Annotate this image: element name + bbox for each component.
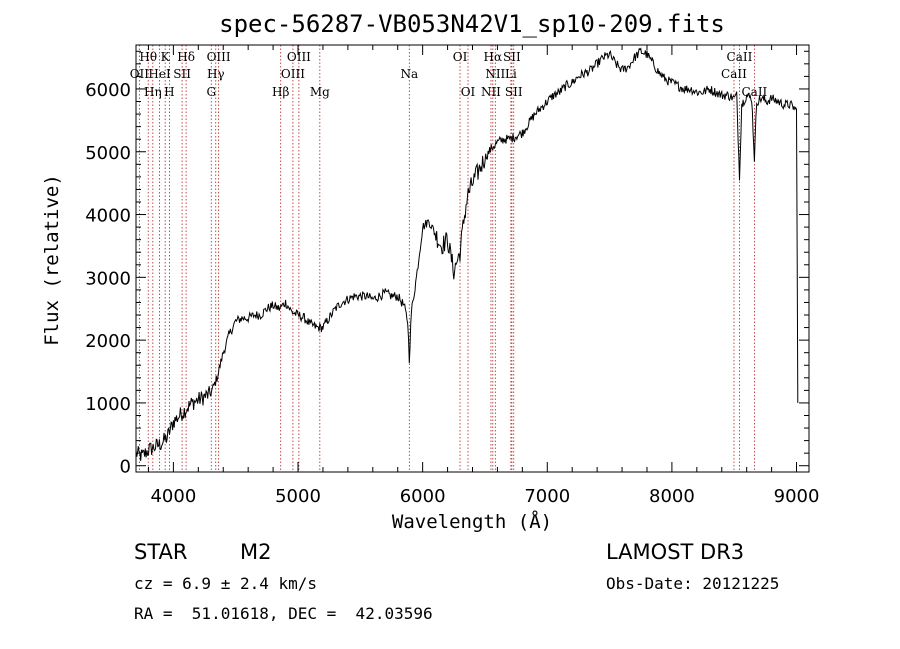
emission-line-labels: Hθ OII Hη HeI K H SII Hδ OIII Hγ G Hβ OIII OIII Mg Na OI…: [130, 50, 768, 99]
y-tick-label: 6000: [85, 80, 131, 101]
emission-line-label: NII: [485, 67, 505, 81]
obs-date: Obs-Date: 20121225: [606, 574, 780, 593]
emission-line-label: H: [164, 85, 174, 99]
x-tick-label: 4000: [150, 486, 196, 507]
x-tick-label: 7000: [524, 486, 570, 507]
survey-name: LAMOST DR3: [606, 540, 745, 564]
emission-line-label: CaII: [721, 67, 747, 81]
emission-line-label: SII: [173, 67, 191, 81]
y-axis-label: Flux (relative): [41, 174, 63, 346]
y-tick-label: 3000: [85, 268, 131, 289]
emission-line-label: Hα: [484, 50, 503, 64]
emission-line-label: Hθ: [139, 50, 157, 64]
emission-line-label: Li: [505, 67, 517, 81]
emission-line-label: OI: [453, 50, 468, 64]
y-tick-label: 1000: [85, 394, 131, 415]
emission-line-label: OI: [461, 85, 476, 99]
emission-line-label: Hγ: [207, 67, 225, 81]
object-subclass: M2: [240, 540, 272, 564]
emission-line-label: NII: [481, 85, 501, 99]
emission-line-markers: [138, 45, 755, 472]
redshift-readout: cz = 6.9 ± 2.4 km/s: [134, 574, 318, 593]
emission-line-label: SII: [505, 85, 523, 99]
x-axis-label: Wavelength (Å): [392, 510, 552, 533]
emission-line-label: CaII: [727, 50, 753, 64]
y-axis: 0 1000 2000 3000 4000 5000 6000: [85, 50, 809, 478]
y-tick-label: 0: [120, 457, 131, 478]
emission-line-label: SII: [503, 50, 521, 64]
chart-title: spec-56287-VB053N42V1_sp10-209.fits: [219, 10, 725, 38]
spectrum-line: [135, 47, 799, 461]
y-tick-label: 2000: [85, 331, 131, 352]
y-tick-label: 5000: [85, 143, 131, 164]
plot-frame: [135, 44, 810, 473]
emission-line-label: OIII: [287, 50, 311, 64]
object-class: STAR: [134, 540, 188, 564]
x-tick-label: 9000: [774, 486, 820, 507]
x-tick-label: 8000: [649, 486, 695, 507]
emission-line-label: OIII: [281, 67, 305, 81]
emission-line-label: HeI: [148, 67, 171, 81]
emission-line-label: OIII: [207, 50, 231, 64]
emission-line-label: Hβ: [272, 85, 289, 99]
emission-line-label: Hδ: [177, 50, 195, 64]
x-tick-label: 5000: [275, 486, 321, 507]
emission-line-label: OII: [130, 67, 150, 81]
x-tick-label: 6000: [400, 486, 446, 507]
y-tick-label: 4000: [85, 206, 131, 227]
emission-line-label: G: [206, 85, 216, 99]
emission-line-label: Mg: [310, 85, 330, 99]
emission-line-label: K: [161, 50, 171, 64]
x-axis: 4000 5000 6000 7000 8000 9000: [147, 45, 820, 507]
emission-line-label: Na: [400, 67, 418, 81]
emission-line-label: Hη: [144, 85, 162, 99]
coordinates: RA = 51.01618, DEC = 42.03596: [134, 604, 433, 623]
